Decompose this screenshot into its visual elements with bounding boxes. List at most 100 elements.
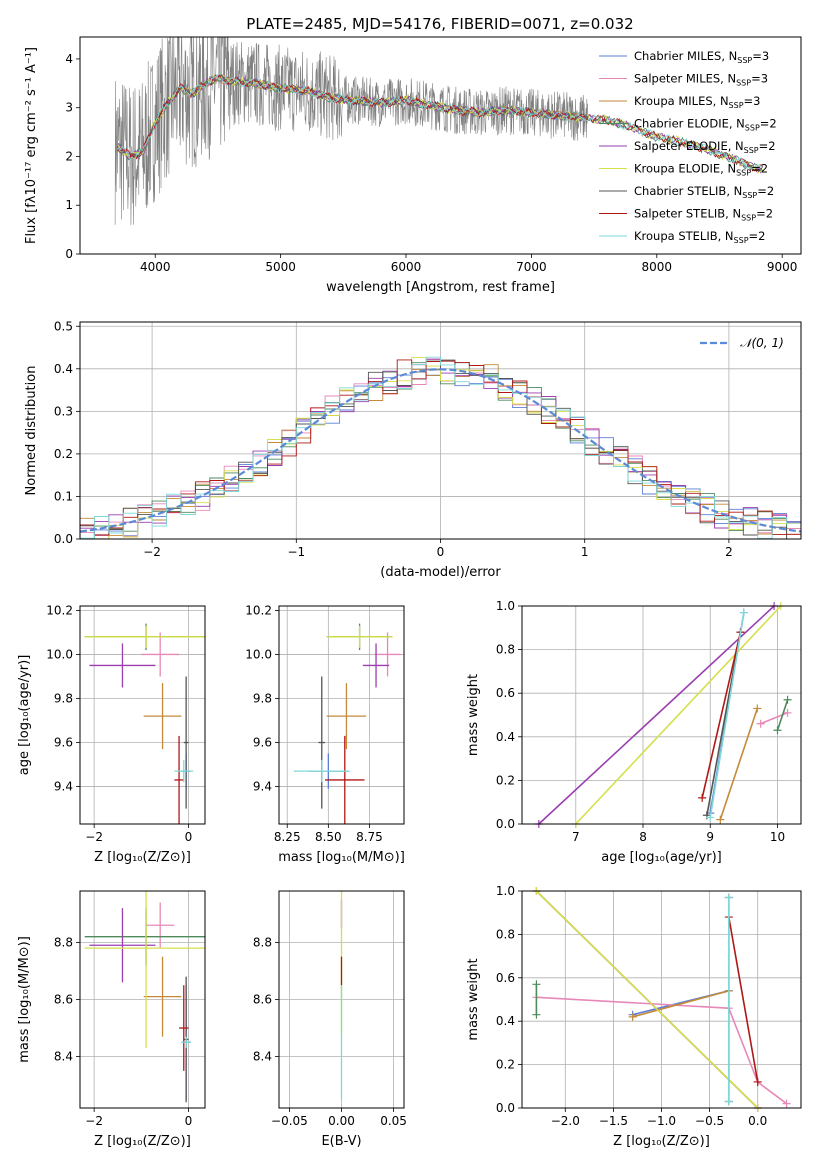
legend-label-value: =2 xyxy=(749,229,766,243)
data-point xyxy=(362,643,390,688)
x-tick-label: −2 xyxy=(143,545,161,559)
x-tick-label: 8.75 xyxy=(356,830,383,844)
y-tick-label: 0.8 xyxy=(496,927,515,941)
y-tick-label: 3 xyxy=(65,101,73,115)
y-axis-label: Flux [fλ10⁻¹⁷ erg cm⁻² s⁻¹ A⁻¹] xyxy=(24,47,39,244)
y-tick-label: 0.2 xyxy=(496,773,515,787)
x-tick-label: 10 xyxy=(770,830,785,844)
legend-label-value: =3 xyxy=(751,72,768,86)
legend-label-subscript: SSP xyxy=(744,146,759,155)
y-tick-label: 0.6 xyxy=(496,971,515,985)
legend-label-subscript: SSP xyxy=(736,79,751,88)
y-tick-label: 8.4 xyxy=(54,1050,73,1064)
series-marker xyxy=(716,815,725,824)
legend-label-subscript: SSP xyxy=(729,101,744,110)
age-vs-Z-points xyxy=(84,623,205,824)
age-vs-mass-points xyxy=(293,623,401,824)
y-axis-label: mass weight xyxy=(466,958,481,1040)
y-tick-label: 0.1 xyxy=(54,489,73,503)
legend-label: Chabrier MILES, NSSP=3 xyxy=(634,49,769,65)
x-tick-label: −2 xyxy=(85,830,103,844)
x-tick-label: 5000 xyxy=(265,260,296,274)
y-tick-label: 9.6 xyxy=(54,736,73,750)
series-marker xyxy=(628,1012,637,1021)
data-point xyxy=(326,625,393,648)
y-tick-label: 9.8 xyxy=(253,691,272,705)
series-marker xyxy=(782,1099,791,1108)
legend-label-text: Chabrier ELODIE, N xyxy=(634,117,745,131)
x-tick-label: 4000 xyxy=(140,260,171,274)
x-tick-label: 6000 xyxy=(391,260,422,274)
axes-frame xyxy=(278,890,405,1109)
x-tick-label: −1.5 xyxy=(599,1114,628,1128)
y-axis-label: Normed distribution xyxy=(24,366,39,496)
x-tick-label: 7 xyxy=(572,830,580,844)
x-tick-label: 0 xyxy=(437,545,445,559)
data-point xyxy=(183,676,189,809)
legend-label-text: Salpeter MILES, N xyxy=(634,72,736,86)
axes-frame xyxy=(278,605,405,825)
axes-frame xyxy=(79,321,802,540)
residual-histograms xyxy=(80,356,801,539)
legend-label: Salpeter MILES, NSSP=3 xyxy=(634,72,768,88)
y-tick-label: 0.4 xyxy=(54,362,73,376)
residual-hist-kroupa-elodie xyxy=(80,356,801,539)
series-line xyxy=(632,990,730,1018)
data-point xyxy=(141,632,180,677)
legend-label: Chabrier STELIB, NSSP=2 xyxy=(634,184,774,200)
mass-vs-Z-points xyxy=(84,891,205,1103)
legend-label: Kroupa MILES, NSSP=3 xyxy=(634,94,760,110)
data-point xyxy=(325,735,365,824)
series-line xyxy=(719,708,759,820)
y-tick-label: 0.5 xyxy=(54,319,73,333)
series-marker xyxy=(532,1010,541,1019)
series-marker xyxy=(783,708,792,717)
y-tick-label: 4 xyxy=(65,52,73,66)
x-axis-label: age [log₁₀(age/yr)] xyxy=(601,850,722,865)
spectrum-axes: 4000 5000 6000 7000 8000 9000 0 1 2 3 4 wavelength … xyxy=(24,36,802,295)
y-tick-label: 0.4 xyxy=(496,730,515,744)
data-point xyxy=(84,891,205,1049)
legend-label-value: =2 xyxy=(751,162,768,176)
series-marker xyxy=(698,793,707,802)
legend-label-value: =3 xyxy=(752,49,769,63)
x-axis-label: Z [log₁₀(Z/Z⊙)] xyxy=(94,850,191,865)
series-line xyxy=(728,916,759,1083)
y-tick-label: 8.6 xyxy=(253,993,272,1007)
x-tick-label: 8.50 xyxy=(315,830,342,844)
legend-label-text: Salpeter STELIB, N xyxy=(634,207,741,221)
x-axis-label: (data-model)/error xyxy=(380,565,501,580)
y-tick-label: 0.6 xyxy=(496,686,515,700)
x-axis-label: Z [log₁₀(Z/Z⊙)] xyxy=(94,1134,191,1149)
y-tick-label: 1.0 xyxy=(496,599,515,613)
x-axis-label: E(B-V) xyxy=(321,1134,361,1149)
y-tick-label: 8.8 xyxy=(54,935,73,949)
x-tick-label: 0 xyxy=(185,1114,193,1128)
legend-label-text: Kroupa MILES, N xyxy=(634,94,729,108)
series-marker xyxy=(753,1077,762,1086)
y-tick-label: 8.8 xyxy=(253,935,272,949)
y-tick-label: 0 xyxy=(65,247,73,261)
series-line xyxy=(709,612,745,818)
y-tick-label: 0.2 xyxy=(54,447,73,461)
y-tick-label: 9.6 xyxy=(253,736,272,750)
data-point xyxy=(293,760,350,783)
legend-label-text: Chabrier STELIB, N xyxy=(634,184,742,198)
x-tick-label: −2 xyxy=(85,1114,103,1128)
series-marker xyxy=(753,704,762,713)
age-vs-mass-axes: 8.25 8.50 8.75 9.4 9.6 9.8 10.0 10.2 mass [log₁₀… xyxy=(245,603,404,865)
data-point xyxy=(89,908,156,983)
figure-title: PLATE=2485, MJD=54176, FIBERID=0071, z=0… xyxy=(246,15,633,33)
legend-label-value: =2 xyxy=(756,207,773,221)
data-spectrum xyxy=(114,37,588,226)
x-tick-label: 0.0 xyxy=(748,1114,767,1128)
x-tick-label: 0 xyxy=(185,830,193,844)
normal-curve xyxy=(80,368,801,533)
data-point xyxy=(181,1036,191,1049)
data-point xyxy=(179,985,189,1071)
y-tick-label: 10.0 xyxy=(46,647,73,661)
legend-label-subscript: SSP xyxy=(745,124,760,133)
y-axis-label: age [log₁₀(age/yr)] xyxy=(17,655,32,776)
